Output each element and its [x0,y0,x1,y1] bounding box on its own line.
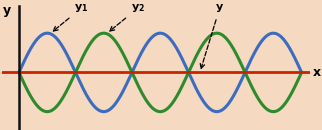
Text: $\mathbf{x}$: $\mathbf{x}$ [312,66,322,79]
Text: $\mathbf{y_1}$: $\mathbf{y_1}$ [53,2,88,31]
Text: $\mathbf{y_2}$: $\mathbf{y_2}$ [110,2,145,31]
Text: $\mathbf{y}$: $\mathbf{y}$ [2,5,12,19]
Text: $\mathbf{y}$: $\mathbf{y}$ [200,2,224,68]
